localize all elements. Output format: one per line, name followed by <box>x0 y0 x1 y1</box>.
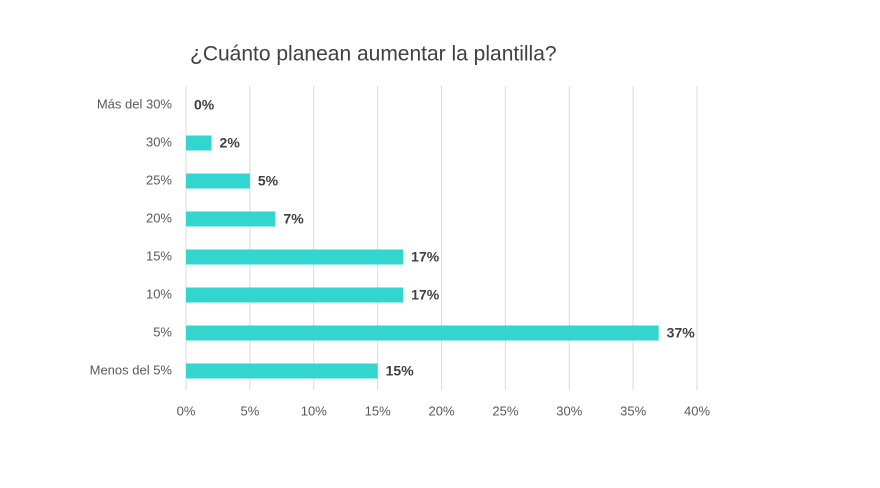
chart-title: ¿Cuánto planean aumentar la plantilla? <box>190 43 557 66</box>
x-tick-label: 0% <box>177 403 196 418</box>
x-tick-label: 30% <box>556 403 582 418</box>
value-label: 17% <box>411 287 440 303</box>
y-tick-label: Menos del 5% <box>90 362 173 377</box>
value-label: 37% <box>667 325 696 341</box>
bar <box>186 173 250 189</box>
x-tick-label: 5% <box>240 403 259 418</box>
bar <box>186 135 212 151</box>
bar <box>186 249 404 265</box>
x-tick-label: 15% <box>365 403 391 418</box>
x-tick-label: 25% <box>492 403 518 418</box>
x-tick-label: 20% <box>428 403 454 418</box>
value-label: 5% <box>258 173 279 189</box>
bar <box>186 287 404 303</box>
value-label: 7% <box>283 211 304 227</box>
x-tick-label: 10% <box>301 403 327 418</box>
bar <box>186 363 378 379</box>
y-tick-label: 5% <box>153 324 172 339</box>
y-tick-label: 25% <box>146 172 172 187</box>
value-label: 17% <box>411 249 440 265</box>
y-tick-label: Más del 30% <box>97 96 173 111</box>
value-label: 2% <box>220 135 241 151</box>
value-label: 15% <box>386 363 415 379</box>
y-tick-label: 20% <box>146 210 172 225</box>
y-tick-label: 15% <box>146 248 172 263</box>
x-tick-label: 35% <box>620 403 646 418</box>
bar <box>186 211 276 227</box>
y-tick-label: 30% <box>146 134 172 149</box>
bar <box>186 325 659 341</box>
x-tick-label: 40% <box>684 403 710 418</box>
value-label: 0% <box>194 97 215 113</box>
y-tick-label: 10% <box>146 286 172 301</box>
